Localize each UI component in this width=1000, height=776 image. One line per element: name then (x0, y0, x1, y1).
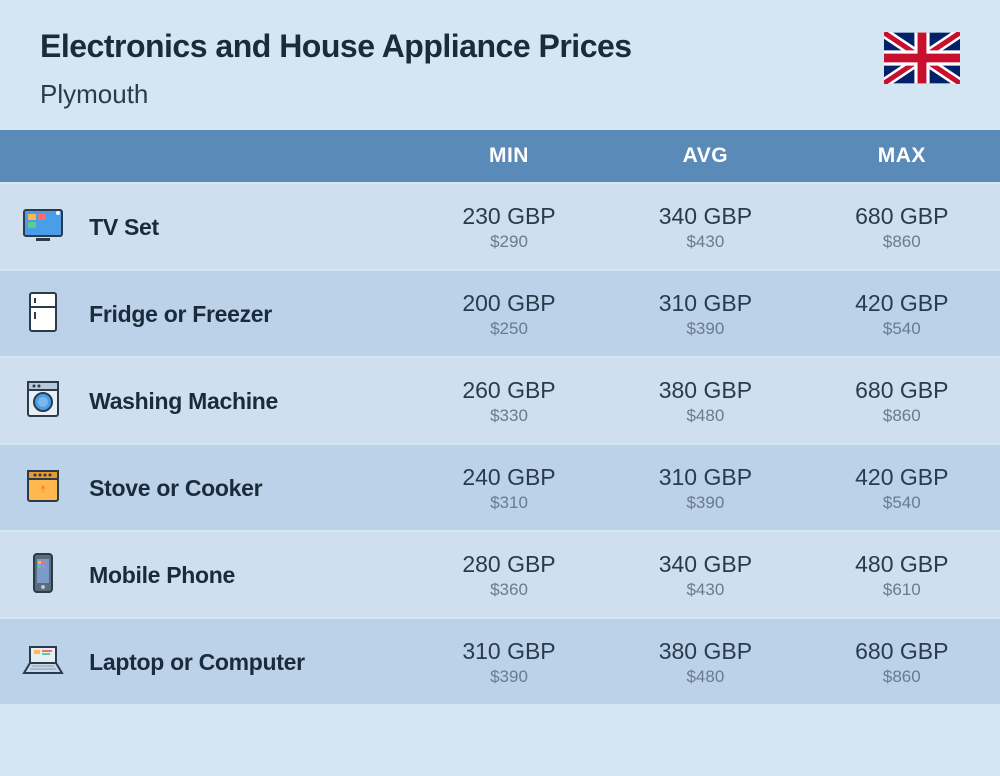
row-max: 480 GBP $610 (804, 531, 1000, 618)
table-row: Washing Machine 260 GBP $330 380 GBP $48… (0, 357, 1000, 444)
min-gbp: 280 GBP (411, 551, 607, 578)
avg-usd: $430 (607, 232, 803, 252)
row-name: Fridge or Freezer (75, 270, 411, 357)
row-icon-cell (0, 531, 75, 618)
header-max: MAX (804, 130, 1000, 183)
row-max: 680 GBP $860 (804, 618, 1000, 704)
header-avg: AVG (607, 130, 803, 183)
row-avg: 380 GBP $480 (607, 357, 803, 444)
row-icon-cell (0, 183, 75, 270)
avg-gbp: 380 GBP (607, 638, 803, 665)
table-row: TV Set 230 GBP $290 340 GBP $430 680 GBP… (0, 183, 1000, 270)
phone-icon (18, 548, 68, 598)
min-gbp: 260 GBP (411, 377, 607, 404)
max-usd: $540 (804, 493, 1000, 513)
row-min: 310 GBP $390 (411, 618, 607, 704)
min-gbp: 200 GBP (411, 290, 607, 317)
min-gbp: 310 GBP (411, 638, 607, 665)
row-icon-cell (0, 618, 75, 704)
laptop-icon (18, 635, 68, 685)
max-gbp: 420 GBP (804, 464, 1000, 491)
row-icon-cell (0, 357, 75, 444)
min-gbp: 240 GBP (411, 464, 607, 491)
row-name: Laptop or Computer (75, 618, 411, 704)
min-usd: $310 (411, 493, 607, 513)
min-usd: $390 (411, 667, 607, 687)
avg-usd: $480 (607, 667, 803, 687)
row-avg: 340 GBP $430 (607, 531, 803, 618)
row-min: 230 GBP $290 (411, 183, 607, 270)
avg-usd: $430 (607, 580, 803, 600)
table-header-row: MIN AVG MAX (0, 130, 1000, 183)
min-usd: $360 (411, 580, 607, 600)
max-usd: $860 (804, 232, 1000, 252)
row-max: 680 GBP $860 (804, 357, 1000, 444)
avg-usd: $390 (607, 319, 803, 339)
min-gbp: 230 GBP (411, 203, 607, 230)
max-gbp: 680 GBP (804, 203, 1000, 230)
row-icon-cell (0, 444, 75, 531)
row-name: TV Set (75, 183, 411, 270)
header-min: MIN (411, 130, 607, 183)
avg-gbp: 310 GBP (607, 464, 803, 491)
header-icon-col (0, 130, 75, 183)
row-min: 200 GBP $250 (411, 270, 607, 357)
avg-gbp: 340 GBP (607, 203, 803, 230)
page-location: Plymouth (40, 79, 632, 110)
row-name: Mobile Phone (75, 531, 411, 618)
avg-usd: $480 (607, 406, 803, 426)
header-text: Electronics and House Appliance Prices P… (40, 28, 632, 110)
table-row: Stove or Cooker 240 GBP $310 310 GBP $39… (0, 444, 1000, 531)
page-title: Electronics and House Appliance Prices (40, 28, 632, 65)
table-row: Fridge or Freezer 200 GBP $250 310 GBP $… (0, 270, 1000, 357)
avg-gbp: 340 GBP (607, 551, 803, 578)
stove-icon (18, 461, 68, 511)
fridge-icon (18, 287, 68, 337)
avg-gbp: 380 GBP (607, 377, 803, 404)
washer-icon (18, 374, 68, 424)
page-header: Electronics and House Appliance Prices P… (0, 0, 1000, 130)
avg-usd: $390 (607, 493, 803, 513)
header-name-col (75, 130, 411, 183)
row-max: 420 GBP $540 (804, 270, 1000, 357)
row-avg: 310 GBP $390 (607, 270, 803, 357)
row-min: 240 GBP $310 (411, 444, 607, 531)
min-usd: $250 (411, 319, 607, 339)
max-gbp: 420 GBP (804, 290, 1000, 317)
row-icon-cell (0, 270, 75, 357)
max-usd: $860 (804, 667, 1000, 687)
max-gbp: 680 GBP (804, 377, 1000, 404)
row-min: 280 GBP $360 (411, 531, 607, 618)
max-gbp: 480 GBP (804, 551, 1000, 578)
avg-gbp: 310 GBP (607, 290, 803, 317)
max-usd: $860 (804, 406, 1000, 426)
price-table: MIN AVG MAX TV Set 230 GBP $290 340 GBP … (0, 130, 1000, 704)
row-avg: 310 GBP $390 (607, 444, 803, 531)
row-max: 680 GBP $860 (804, 183, 1000, 270)
row-name: Washing Machine (75, 357, 411, 444)
max-usd: $540 (804, 319, 1000, 339)
min-usd: $290 (411, 232, 607, 252)
row-avg: 340 GBP $430 (607, 183, 803, 270)
row-avg: 380 GBP $480 (607, 618, 803, 704)
tv-icon (18, 200, 68, 250)
uk-flag-icon (884, 32, 960, 84)
table-row: Laptop or Computer 310 GBP $390 380 GBP … (0, 618, 1000, 704)
row-min: 260 GBP $330 (411, 357, 607, 444)
table-row: Mobile Phone 280 GBP $360 340 GBP $430 4… (0, 531, 1000, 618)
max-usd: $610 (804, 580, 1000, 600)
row-max: 420 GBP $540 (804, 444, 1000, 531)
row-name: Stove or Cooker (75, 444, 411, 531)
min-usd: $330 (411, 406, 607, 426)
max-gbp: 680 GBP (804, 638, 1000, 665)
